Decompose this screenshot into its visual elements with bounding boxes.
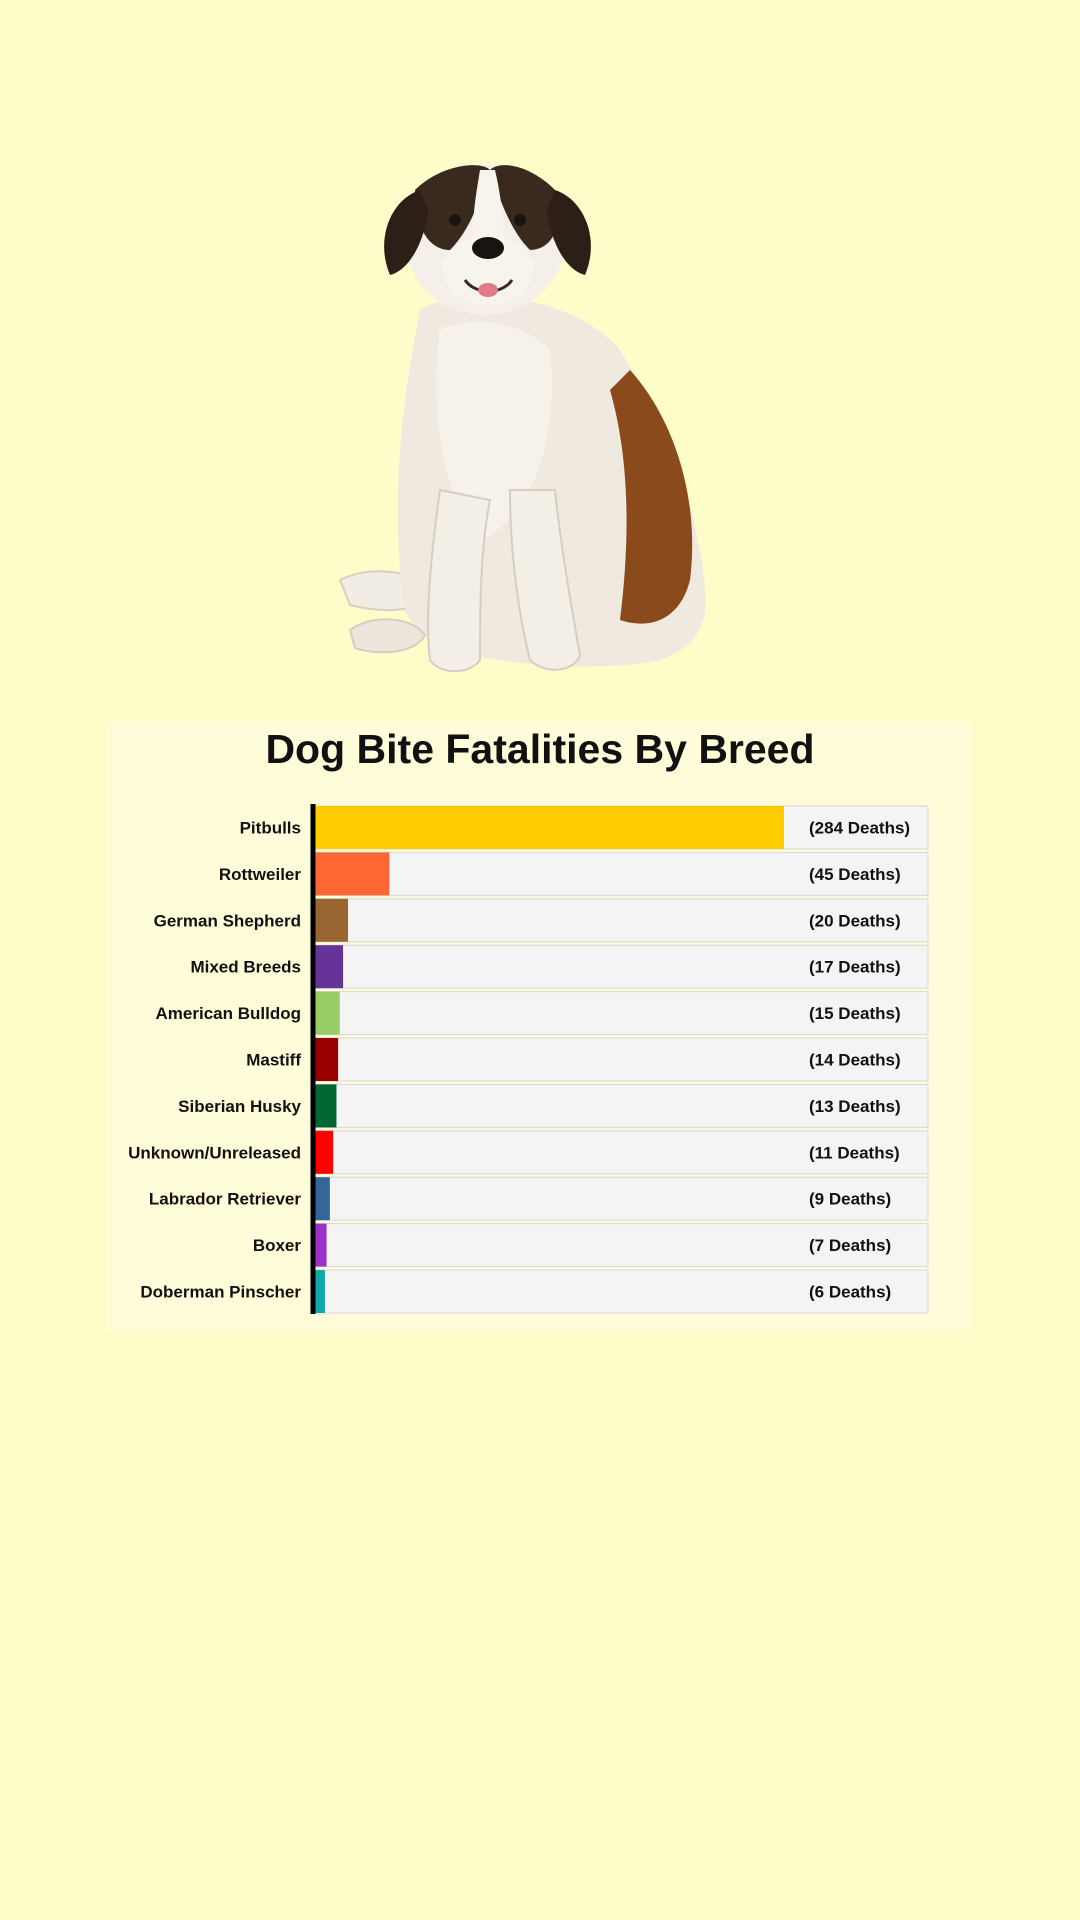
chart-title: Dog Bite Fatalities By Breed (265, 726, 815, 772)
chart-panel (107, 722, 972, 1330)
dog-photo (330, 160, 770, 700)
